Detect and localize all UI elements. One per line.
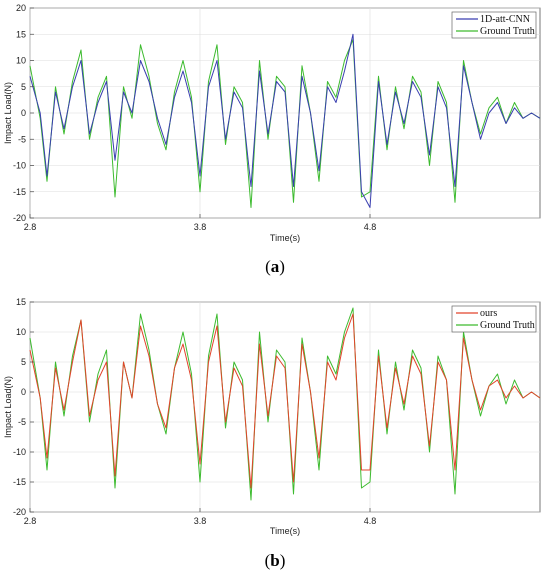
legend-b: ours Ground Truth [451, 305, 537, 333]
y-ticks-a: -20 -15 -10 -5 0 5 10 15 20 [13, 3, 34, 223]
y-tick-label-a-8: 20 [16, 3, 26, 13]
series-line-b-0 [29, 313, 541, 489]
y-tick-label-b-6: 10 [16, 327, 26, 337]
y-tick-label-b-3: -5 [18, 417, 26, 427]
legend-a: 1D-att-CNN Ground Truth [451, 11, 537, 39]
y-ticks-b: -20 -15 -10 -5 0 5 10 15 [13, 297, 34, 517]
legend-label-a-0: 1D-att-CNN [480, 14, 530, 25]
caption-letter-a: a [271, 257, 280, 276]
y-tick-label-a-1: -15 [13, 187, 26, 197]
y-tick-label-b-1: -15 [13, 477, 26, 487]
x-axis-label-b: Time(s) [270, 526, 300, 536]
y-axis-label-b: Impact Load(N) [3, 376, 13, 438]
y-tick-label-a-6: 10 [16, 56, 26, 66]
x-tick-label-a-0: 2.8 [24, 222, 37, 232]
caption-a: (a) [265, 257, 285, 276]
x-tick-label-b-2: 4.8 [364, 516, 377, 526]
y-tick-label-a-3: -5 [18, 134, 26, 144]
series-line-a-0 [29, 33, 541, 208]
y-axis-label-a: Impact Load(N) [3, 82, 13, 144]
chart-a: -20 -15 -10 -5 0 5 10 15 20 2.8 3.8 4.8 Time(s) Im… [3, 3, 541, 276]
y-tick-label-b-7: 15 [16, 297, 26, 307]
x-tick-label-a-1: 3.8 [194, 222, 207, 232]
y-tick-label-a-0: -20 [13, 213, 26, 223]
legend-label-b-0: ours [480, 308, 497, 319]
legend-box-a [451, 11, 537, 39]
y-tick-label-a-2: -10 [13, 161, 26, 171]
caption-letter-b: b [270, 551, 279, 570]
y-tick-label-a-5: 5 [21, 82, 26, 92]
x-ticks-a: 2.8 3.8 4.8 [24, 214, 377, 232]
x-ticks-b: 2.8 3.8 4.8 [24, 508, 377, 526]
series-group-a [29, 33, 541, 208]
series-group-b [29, 307, 541, 501]
chart-b: -20 -15 -10 -5 0 5 10 15 2.8 3.8 4.8 Time(s) Impa… [3, 297, 541, 570]
series-line-a-1 [29, 39, 541, 208]
caption-b: (b) [265, 551, 286, 570]
y-tick-label-b-0: -20 [13, 507, 26, 517]
x-axis-label-a: Time(s) [270, 233, 300, 243]
legend-box-b [451, 305, 537, 333]
x-tick-label-a-2: 4.8 [364, 222, 377, 232]
legend-label-b-1: Ground Truth [480, 320, 535, 331]
y-tick-label-a-7: 15 [16, 29, 26, 39]
y-tick-label-b-2: -10 [13, 447, 26, 457]
x-tick-label-b-0: 2.8 [24, 516, 37, 526]
y-tick-label-b-5: 5 [21, 357, 26, 367]
y-tick-label-a-4: 0 [21, 108, 26, 118]
x-tick-label-b-1: 3.8 [194, 516, 207, 526]
y-tick-label-b-4: 0 [21, 387, 26, 397]
series-line-b-1 [29, 307, 541, 501]
legend-label-a-1: Ground Truth [480, 26, 535, 37]
